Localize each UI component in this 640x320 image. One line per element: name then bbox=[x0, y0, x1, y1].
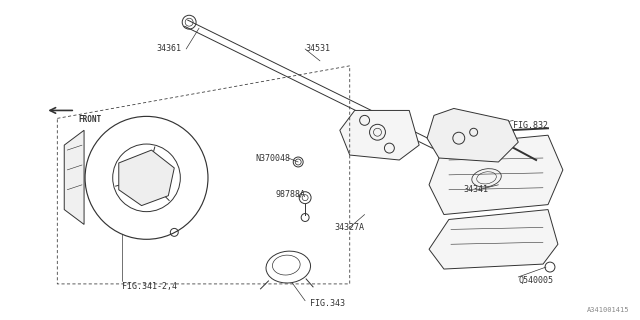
Text: 34531: 34531 bbox=[305, 44, 330, 53]
Text: A341001415: A341001415 bbox=[587, 307, 629, 313]
Text: 98788A: 98788A bbox=[275, 190, 305, 199]
Text: FIG.832: FIG.832 bbox=[513, 121, 548, 130]
Polygon shape bbox=[340, 110, 419, 160]
Polygon shape bbox=[427, 108, 518, 162]
Text: N370048: N370048 bbox=[255, 154, 291, 163]
Text: Q540005: Q540005 bbox=[518, 276, 553, 285]
Polygon shape bbox=[64, 130, 84, 224]
Text: FIG.343: FIG.343 bbox=[310, 299, 345, 308]
Text: 34361: 34361 bbox=[156, 44, 181, 53]
Polygon shape bbox=[429, 210, 558, 269]
Polygon shape bbox=[119, 150, 174, 206]
Text: 34341: 34341 bbox=[464, 185, 489, 194]
Text: FRONT: FRONT bbox=[78, 115, 101, 124]
Text: 34327A: 34327A bbox=[335, 223, 365, 232]
Text: FIG.341-2,4: FIG.341-2,4 bbox=[122, 282, 177, 292]
Polygon shape bbox=[429, 135, 563, 214]
